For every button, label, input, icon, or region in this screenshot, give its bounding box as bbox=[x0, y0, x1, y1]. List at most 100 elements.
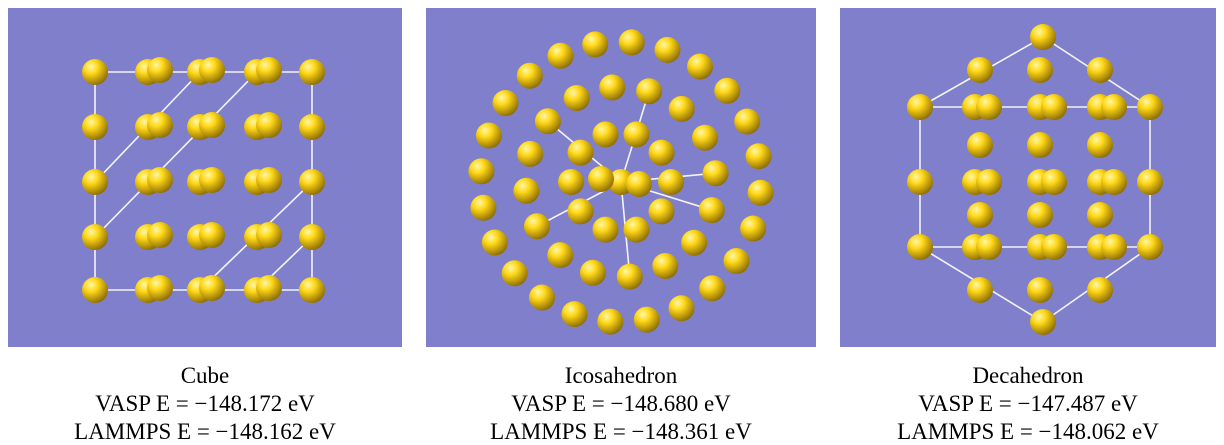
atom bbox=[1030, 24, 1056, 50]
atom bbox=[256, 275, 282, 301]
atom bbox=[626, 171, 652, 197]
atom bbox=[513, 178, 539, 204]
atom bbox=[1027, 132, 1053, 158]
lammps-energy: LAMMPS E = −148.062 eV bbox=[897, 419, 1159, 444]
panel-name: Cube bbox=[181, 363, 230, 388]
atom bbox=[649, 198, 675, 224]
atom bbox=[82, 169, 108, 195]
atom bbox=[147, 112, 173, 138]
atom bbox=[256, 112, 282, 138]
atom bbox=[669, 295, 695, 321]
page: Cube VASP E = −148.172 eV LAMMPS E = −14… bbox=[0, 0, 1224, 445]
atom bbox=[1137, 94, 1163, 120]
atom bbox=[976, 94, 1002, 120]
atom bbox=[82, 114, 108, 140]
atom bbox=[588, 166, 614, 192]
atom bbox=[1137, 169, 1163, 195]
atom bbox=[1027, 202, 1053, 228]
atom bbox=[746, 143, 772, 169]
atom bbox=[699, 197, 725, 223]
atom bbox=[256, 167, 282, 193]
atom bbox=[967, 132, 993, 158]
atom bbox=[1027, 277, 1053, 303]
atom bbox=[599, 74, 625, 100]
atom bbox=[907, 234, 933, 260]
atom bbox=[147, 275, 173, 301]
atom bbox=[82, 224, 108, 250]
atom bbox=[624, 121, 650, 147]
atom bbox=[636, 78, 662, 104]
atom bbox=[1027, 57, 1053, 83]
atom bbox=[1041, 234, 1067, 260]
lammps-energy: LAMMPS E = −148.361 eV bbox=[490, 419, 752, 444]
atom bbox=[468, 158, 494, 184]
atom bbox=[619, 29, 645, 55]
atom bbox=[517, 141, 543, 167]
panel-name: Decahedron bbox=[972, 363, 1084, 388]
atom bbox=[1041, 94, 1067, 120]
atom bbox=[593, 121, 619, 147]
atom bbox=[967, 277, 993, 303]
atom bbox=[1030, 309, 1056, 335]
atom bbox=[82, 277, 108, 303]
atom bbox=[907, 94, 933, 120]
atom bbox=[681, 230, 707, 256]
atom bbox=[517, 63, 543, 89]
atom bbox=[692, 125, 718, 151]
atom bbox=[199, 275, 225, 301]
atom bbox=[524, 213, 550, 239]
atom bbox=[1087, 202, 1113, 228]
atom bbox=[547, 242, 573, 268]
atom bbox=[147, 222, 173, 248]
vasp-energy: VASP E = −147.487 eV bbox=[918, 391, 1138, 416]
atom bbox=[535, 108, 561, 134]
atom bbox=[1101, 234, 1127, 260]
atom bbox=[299, 114, 325, 140]
atom bbox=[147, 57, 173, 83]
atom bbox=[199, 222, 225, 248]
atom bbox=[1041, 169, 1067, 195]
atom bbox=[976, 169, 1002, 195]
atom bbox=[687, 54, 713, 80]
atom bbox=[529, 285, 555, 311]
atom bbox=[256, 222, 282, 248]
atom bbox=[199, 57, 225, 83]
atom bbox=[658, 169, 684, 195]
atom bbox=[299, 59, 325, 85]
atom bbox=[493, 90, 519, 116]
vasp-energy: VASP E = −148.172 eV bbox=[95, 391, 315, 416]
atom bbox=[634, 307, 660, 333]
atom bbox=[558, 169, 584, 195]
atom bbox=[299, 277, 325, 303]
atom bbox=[669, 96, 695, 122]
atom bbox=[617, 264, 643, 290]
atom bbox=[907, 169, 933, 195]
atom bbox=[476, 123, 502, 149]
atom bbox=[502, 260, 528, 286]
atom bbox=[582, 31, 608, 57]
vasp-energy: VASP E = −148.680 eV bbox=[511, 391, 731, 416]
atom bbox=[652, 253, 678, 279]
atom bbox=[976, 234, 1002, 260]
atom bbox=[699, 275, 725, 301]
atom bbox=[256, 57, 282, 83]
atom bbox=[649, 140, 675, 166]
atom bbox=[655, 37, 681, 63]
atom bbox=[1087, 57, 1113, 83]
atom bbox=[624, 217, 650, 243]
atom bbox=[967, 202, 993, 228]
atom bbox=[593, 217, 619, 243]
lammps-energy: LAMMPS E = −148.162 eV bbox=[74, 419, 336, 444]
atom bbox=[597, 309, 623, 335]
atom bbox=[199, 167, 225, 193]
atom bbox=[1101, 94, 1127, 120]
atom bbox=[482, 230, 508, 256]
atom bbox=[562, 301, 588, 327]
atom bbox=[564, 85, 590, 111]
panel-name: Icosahedron bbox=[565, 363, 678, 388]
atom bbox=[1087, 132, 1113, 158]
atom bbox=[470, 195, 496, 221]
atom bbox=[1101, 169, 1127, 195]
atom bbox=[568, 140, 594, 166]
atom bbox=[1137, 234, 1163, 260]
